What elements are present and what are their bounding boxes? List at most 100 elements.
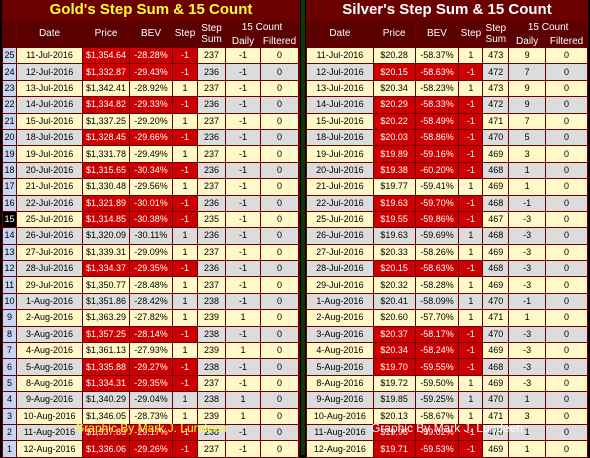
filtered-cell: 0 bbox=[260, 63, 299, 81]
row-index: 20 bbox=[2, 128, 17, 147]
step-cell: -1 bbox=[172, 260, 198, 278]
filtered-cell: 0 bbox=[260, 145, 299, 163]
table-row: 27-Jul-2016 $20.33 -58.26% 1 469 -3 0 bbox=[306, 243, 588, 262]
date-cell: 28-Jul-2016 bbox=[16, 260, 83, 278]
daily-cell: -1 bbox=[225, 194, 261, 212]
date-cell: 2-Aug-2016 bbox=[306, 309, 374, 327]
gold-table: Date Price BEV Step Step Sum 15 Count Da… bbox=[2, 20, 299, 458]
daily-cell: -1 bbox=[225, 79, 261, 98]
bev-cell: -59.55% bbox=[414, 358, 460, 376]
bev-cell: -58.23% bbox=[414, 79, 460, 98]
filtered-cell: 0 bbox=[545, 391, 588, 409]
price-cell: $1,361.13 bbox=[82, 342, 130, 360]
silver-footer: Graphic By Mark J. Lundeen bbox=[370, 421, 524, 435]
date-cell: 20-Jul-2016 bbox=[306, 161, 374, 180]
step-cell: -1 bbox=[458, 96, 484, 114]
bev-cell: -57.70% bbox=[414, 309, 460, 327]
filtered-cell: 0 bbox=[545, 128, 588, 147]
price-cell: $20.33 bbox=[372, 243, 416, 262]
silver-15count-header: 15 Count bbox=[508, 20, 588, 35]
table-row: 5 8-Aug-2016 $1,334.31 -29.35% -1 237 -1 0 bbox=[2, 374, 299, 393]
step-cell: 1 bbox=[458, 243, 484, 262]
silver-panel: Silver's Step Sum & 15 Count Date Price … bbox=[306, 0, 588, 458]
filtered-cell: 0 bbox=[260, 79, 299, 98]
table-row: 16 22-Jul-2016 $1,321.89 -30.01% -1 236 -1 0 bbox=[2, 194, 299, 212]
row-index: 8 bbox=[2, 325, 17, 344]
date-cell: 14-Jul-2016 bbox=[306, 96, 374, 114]
daily-cell: -3 bbox=[508, 325, 547, 344]
filtered-cell: 0 bbox=[260, 325, 299, 344]
filtered-cell: 0 bbox=[545, 227, 588, 245]
silver-filtered-header: Filtered bbox=[545, 34, 588, 48]
step-cell: 1 bbox=[172, 309, 198, 327]
stepsum-cell: 237 bbox=[197, 112, 226, 130]
bev-cell: -58.37% bbox=[414, 46, 460, 65]
filtered-cell: 0 bbox=[545, 161, 588, 180]
bev-cell: -58.86% bbox=[414, 128, 460, 147]
row-index: 18 bbox=[2, 161, 17, 180]
daily-cell: 9 bbox=[508, 79, 547, 98]
daily-cell: -1 bbox=[225, 276, 261, 294]
bev-cell: -59.50% bbox=[414, 374, 460, 393]
stepsum-cell: 469 bbox=[482, 243, 510, 262]
daily-cell: 1 bbox=[508, 391, 547, 409]
bev-cell: -28.28% bbox=[129, 46, 173, 65]
table-row: 11-Jul-2016 $20.28 -58.37% 1 473 9 0 bbox=[306, 46, 588, 65]
date-cell: 3-Aug-2016 bbox=[306, 325, 374, 344]
step-cell: -1 bbox=[458, 358, 484, 376]
filtered-cell: 0 bbox=[545, 358, 588, 376]
bev-cell: -29.17% bbox=[129, 423, 173, 442]
step-cell: -1 bbox=[172, 128, 198, 147]
bev-cell: -29.04% bbox=[129, 391, 173, 409]
price-cell: $1,339.31 bbox=[82, 243, 130, 262]
stepsum-cell: 472 bbox=[482, 63, 510, 81]
daily-cell: -3 bbox=[508, 342, 547, 360]
table-row: 2 11-Aug-2016 $1,337.83 -29.17% -1 238 -1 0 bbox=[2, 423, 299, 442]
daily-cell: -1 bbox=[225, 243, 261, 262]
table-row: 19 19-Jul-2016 $1,331.78 -29.49% 1 237 -1 0 bbox=[2, 145, 299, 163]
daily-cell: -1 bbox=[508, 292, 547, 311]
table-row: 26-Jul-2016 $19.63 -59.69% 1 468 -3 0 bbox=[306, 227, 588, 245]
silver-date-header: Date bbox=[306, 20, 374, 48]
step-cell: -1 bbox=[458, 63, 484, 81]
daily-cell: -1 bbox=[508, 194, 547, 212]
filtered-cell: 0 bbox=[260, 260, 299, 278]
stepsum-cell: 472 bbox=[482, 96, 510, 114]
table-row: 10-Aug-2016 $20.13 -58.67% 1 471 3 0 bbox=[306, 407, 588, 425]
filtered-cell: 0 bbox=[260, 292, 299, 311]
row-index: 17 bbox=[2, 178, 17, 196]
table-row: 10 1-Aug-2016 $1,351.86 -28.42% 1 238 -1 0 bbox=[2, 292, 299, 311]
date-cell: 18-Jul-2016 bbox=[16, 128, 83, 147]
price-cell: $1,334.31 bbox=[82, 374, 130, 393]
table-row: 20-Jul-2016 $19.38 -60.20% -1 468 1 0 bbox=[306, 161, 588, 180]
stepsum-cell: 237 bbox=[197, 46, 226, 65]
date-cell: 29-Jul-2016 bbox=[306, 276, 374, 294]
date-cell: 4-Aug-2016 bbox=[306, 342, 374, 360]
date-cell: 26-Jul-2016 bbox=[306, 227, 374, 245]
table-row: 13-Jul-2016 $20.34 -58.23% 1 473 9 0 bbox=[306, 79, 588, 98]
date-cell: 27-Jul-2016 bbox=[306, 243, 374, 262]
date-cell: 9-Aug-2016 bbox=[306, 391, 374, 409]
stepsum-cell: 468 bbox=[482, 260, 510, 278]
price-cell: $1,351.86 bbox=[82, 292, 130, 311]
date-cell: 9-Aug-2016 bbox=[16, 391, 83, 409]
filtered-cell: 0 bbox=[545, 325, 588, 344]
row-index: 14 bbox=[2, 227, 17, 245]
price-cell: $20.03 bbox=[372, 128, 416, 147]
row-index: 4 bbox=[2, 391, 17, 409]
daily-cell: 1 bbox=[508, 161, 547, 180]
row-index: 24 bbox=[2, 63, 17, 81]
daily-cell: -1 bbox=[225, 96, 261, 114]
bev-cell: -29.66% bbox=[129, 128, 173, 147]
step-cell: -1 bbox=[172, 374, 198, 393]
bev-cell: -60.20% bbox=[414, 161, 460, 180]
price-cell: $19.89 bbox=[372, 145, 416, 163]
price-cell: $20.29 bbox=[372, 96, 416, 114]
step-cell: -1 bbox=[458, 112, 484, 130]
daily-cell: -1 bbox=[225, 178, 261, 196]
date-cell: 14-Jul-2016 bbox=[16, 96, 83, 114]
date-cell: 15-Jul-2016 bbox=[16, 112, 83, 130]
row-index: 9 bbox=[2, 309, 17, 327]
date-cell: 12-Jul-2016 bbox=[306, 63, 374, 81]
filtered-cell: 0 bbox=[260, 46, 299, 65]
